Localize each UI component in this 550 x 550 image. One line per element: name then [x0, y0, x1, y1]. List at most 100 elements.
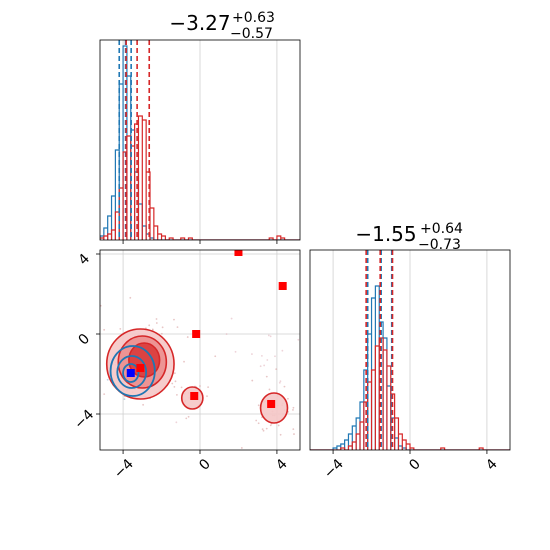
sample-point [214, 355, 217, 358]
blue-contour [122, 363, 140, 383]
sample-point [207, 386, 210, 389]
sample-point [251, 379, 254, 382]
sample-point [183, 360, 185, 363]
sample-point [255, 419, 258, 422]
marginal-2-histograms [310, 285, 510, 450]
joint-panel: −4 0 4 −4 0 4 [71, 249, 312, 482]
sample-point [266, 359, 269, 361]
x-tick-label: 4 [273, 456, 291, 474]
marker-red [136, 364, 145, 372]
sample-point [274, 355, 276, 358]
sample-point [155, 322, 158, 324]
sample-point [186, 336, 189, 338]
sample-point [310, 376, 312, 378]
sample-point [180, 386, 183, 389]
marginal-1-histograms [100, 45, 300, 240]
joint-markers [126, 250, 287, 408]
sample-point [230, 317, 233, 320]
sample-point [279, 380, 282, 383]
sample-point [185, 417, 188, 420]
sample-point [187, 415, 190, 418]
sample-point [278, 381, 281, 384]
sample-point [142, 403, 145, 406]
sample-point [119, 327, 122, 330]
title-param2-median: −1.55 [355, 222, 416, 246]
sample-point [225, 333, 228, 335]
title-param2-minus: −0.73 [418, 237, 461, 253]
sample-point [260, 355, 263, 357]
sample-point [234, 350, 237, 353]
title-param1-minus: −0.57 [230, 26, 273, 42]
sample-point [257, 422, 260, 425]
marginal-panel-param2: −4 0 4 [309, 249, 511, 482]
title-param1-median: −3.27 [169, 11, 230, 35]
sample-point [176, 393, 178, 396]
sample-point [301, 369, 303, 371]
sample-point [240, 447, 243, 449]
sample-point [173, 385, 176, 388]
sample-point [175, 421, 178, 424]
sample-point [292, 428, 295, 431]
marker-blue [126, 369, 135, 377]
sample-point [251, 353, 253, 355]
sample-point [148, 324, 151, 327]
sample-point [283, 385, 286, 388]
sample-point [173, 318, 175, 321]
sample-point [265, 427, 268, 430]
marginal-panel-param1 [99, 39, 301, 244]
sample-point [103, 393, 106, 396]
marker-red [278, 282, 287, 290]
marker-red [190, 392, 199, 400]
sample-point [293, 433, 295, 435]
sample-point [261, 428, 264, 431]
title-param1-plus: +0.63 [232, 10, 275, 26]
sample-point [100, 304, 102, 307]
sample-point [279, 433, 282, 436]
sample-point [281, 349, 284, 352]
sample-point [173, 372, 176, 375]
title-param2: −1.55 [355, 222, 416, 246]
x-tick-label: 0 [406, 456, 424, 474]
x-tick-label: −4 [321, 456, 347, 482]
marginal-2-grid [332, 250, 488, 450]
title-param1: −3.27 [169, 11, 230, 35]
x-tick-label: −4 [111, 456, 137, 482]
sample-point [161, 326, 164, 329]
y-tick-label: 0 [76, 331, 94, 349]
sample-point [160, 332, 163, 335]
blue-contour [109, 345, 156, 397]
sample-point [151, 328, 154, 331]
sample-point [268, 388, 271, 391]
sample-point [267, 334, 270, 337]
histogram-red [310, 337, 510, 450]
sample-point [269, 424, 272, 427]
title-param2-plus: +0.64 [420, 221, 463, 237]
x-tick-label: 4 [483, 456, 501, 474]
joint-ticks [96, 253, 278, 454]
joint-y-tick-labels: −4 0 4 [71, 251, 97, 433]
marginal-2-x-tick-labels: −4 0 4 [321, 456, 501, 482]
sample-point [123, 398, 126, 401]
sample-point [171, 382, 174, 385]
joint-x-tick-labels: −4 0 4 [111, 456, 291, 482]
sample-point [259, 365, 262, 368]
joint-blue-contours [109, 345, 156, 397]
sample-point [103, 328, 106, 331]
marginal-1-ticks [122, 240, 278, 244]
marker-red [267, 400, 276, 408]
sample-point [287, 397, 289, 400]
marker-red [234, 250, 243, 256]
sample-point [263, 364, 266, 367]
sample-point [174, 380, 177, 383]
sample-point [257, 404, 260, 407]
sample-point [277, 424, 280, 427]
sample-point [292, 409, 294, 411]
marginal-2-ticks [332, 450, 488, 454]
sample-point [292, 406, 295, 409]
sample-point [302, 343, 304, 345]
sample-point [275, 368, 278, 370]
marginal-2-quantiles [365, 250, 394, 450]
sample-point [155, 318, 158, 320]
sample-point [297, 338, 300, 341]
sample-point [206, 395, 208, 398]
